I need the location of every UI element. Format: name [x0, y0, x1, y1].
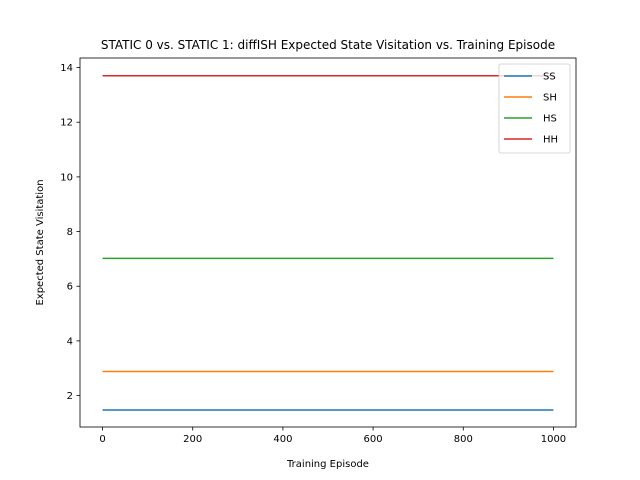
x-tick-label: 200: [183, 434, 202, 445]
plot-frame: [79, 57, 577, 428]
x-tick-label: 0: [99, 434, 105, 445]
legend: SS SH HS HH: [498, 63, 571, 154]
y-tick-label: 8: [67, 227, 73, 238]
x-axis-label: Training Episode: [286, 459, 369, 470]
x-tick-label: 1000: [541, 434, 566, 445]
y-tick-label: 14: [60, 63, 73, 74]
series-layer: [102, 75, 554, 411]
y-axis: 2 4 6 8 10 12 14: [60, 63, 80, 402]
y-tick-label: 4: [67, 336, 73, 347]
legend-label: SH: [543, 93, 557, 104]
x-tick-label: 600: [364, 434, 383, 445]
chart-title: STATIC 0 vs. STATIC 1: diffISH Expected …: [101, 38, 555, 52]
y-tick-label: 12: [60, 118, 73, 129]
x-axis: 0 200 400 600 800 1000: [99, 427, 566, 445]
legend-label: HH: [543, 135, 558, 146]
legend-label: HS: [543, 114, 557, 125]
legend-box: [498, 63, 571, 154]
legend-label: SS: [543, 72, 556, 83]
y-tick-label: 10: [60, 172, 73, 183]
y-axis-label: Expected State Visitation: [35, 179, 46, 305]
y-tick-label: 2: [67, 391, 73, 402]
y-tick-label: 6: [67, 282, 73, 293]
x-tick-label: 400: [273, 434, 292, 445]
x-tick-label: 800: [454, 434, 473, 445]
